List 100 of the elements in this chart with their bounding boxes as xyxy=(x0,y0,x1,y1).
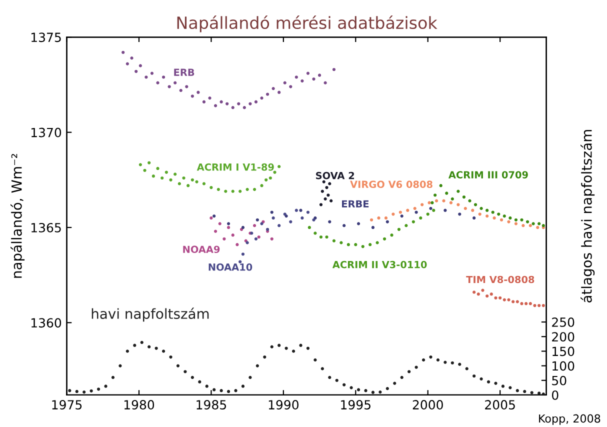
point xyxy=(356,222,360,226)
point xyxy=(264,178,268,182)
point xyxy=(376,241,379,244)
point xyxy=(294,76,298,79)
point xyxy=(476,292,480,296)
point xyxy=(414,210,418,214)
point xyxy=(492,216,496,220)
point xyxy=(429,206,432,210)
point xyxy=(426,212,430,216)
point xyxy=(156,166,160,170)
point xyxy=(322,180,326,184)
point xyxy=(268,176,272,180)
point xyxy=(178,182,181,186)
point xyxy=(481,288,484,292)
point xyxy=(312,77,316,81)
point xyxy=(449,201,453,204)
y-axis-title: napállandó, Wm⁻² xyxy=(10,154,25,278)
point xyxy=(502,298,506,302)
point xyxy=(220,100,223,104)
point xyxy=(226,226,230,230)
text: Kopp, 2008 xyxy=(539,414,600,425)
point xyxy=(162,76,166,79)
point xyxy=(330,199,333,202)
point xyxy=(202,182,206,186)
point xyxy=(214,104,218,108)
point xyxy=(480,206,483,210)
point xyxy=(328,220,332,224)
point xyxy=(508,216,512,220)
point xyxy=(126,62,129,66)
series-label: ACRIM I V1-89 xyxy=(196,163,274,171)
point xyxy=(260,96,264,100)
point xyxy=(319,235,323,239)
point xyxy=(468,199,472,202)
point xyxy=(458,212,462,216)
point xyxy=(216,188,220,191)
point xyxy=(168,85,171,88)
x-tick-label: 2005 xyxy=(485,400,515,410)
point xyxy=(152,174,155,178)
point xyxy=(278,224,281,228)
point xyxy=(390,234,394,237)
point xyxy=(486,214,489,218)
point xyxy=(144,76,148,79)
point xyxy=(308,226,311,230)
point xyxy=(536,226,540,230)
point xyxy=(156,81,160,84)
point xyxy=(420,203,424,206)
point xyxy=(386,220,389,224)
point xyxy=(231,190,234,193)
point xyxy=(208,96,212,100)
point xyxy=(486,294,489,298)
point xyxy=(174,81,177,84)
point xyxy=(400,214,404,218)
point xyxy=(478,212,482,216)
point xyxy=(524,302,528,306)
point xyxy=(533,304,536,308)
point xyxy=(528,302,532,306)
point xyxy=(270,210,274,214)
point xyxy=(474,203,478,206)
point xyxy=(252,188,256,191)
point xyxy=(320,190,324,193)
point xyxy=(526,220,530,224)
point xyxy=(450,197,454,200)
point xyxy=(242,106,246,110)
point xyxy=(514,222,518,226)
point xyxy=(326,194,330,197)
point xyxy=(406,208,410,212)
point xyxy=(371,226,375,230)
point xyxy=(516,300,519,304)
point xyxy=(238,190,242,193)
point xyxy=(224,190,228,193)
point xyxy=(318,74,322,77)
x-tick-label: 2000 xyxy=(412,400,443,410)
point xyxy=(272,216,275,220)
point xyxy=(432,208,436,212)
point xyxy=(491,210,494,214)
y2-axis-title: átlagos havi napfoltszám xyxy=(580,130,595,302)
point xyxy=(186,184,190,188)
point xyxy=(522,224,525,228)
x-tick-label: 1980 xyxy=(124,400,154,410)
point xyxy=(289,220,292,224)
point xyxy=(397,228,401,231)
point xyxy=(190,94,194,98)
point xyxy=(190,178,194,182)
point xyxy=(532,222,535,226)
point xyxy=(270,237,274,240)
point xyxy=(138,163,142,166)
point xyxy=(169,178,172,182)
y2-tick-label: 150 xyxy=(552,346,574,356)
point xyxy=(231,106,234,110)
series-label: ERB xyxy=(174,68,194,76)
point xyxy=(266,92,270,96)
point xyxy=(538,304,541,308)
point xyxy=(471,208,474,212)
point xyxy=(319,203,323,206)
point xyxy=(278,90,281,94)
point xyxy=(246,188,249,191)
point xyxy=(306,72,310,75)
x-tick-label: 1995 xyxy=(341,400,370,410)
point xyxy=(462,195,466,199)
point xyxy=(202,100,206,104)
